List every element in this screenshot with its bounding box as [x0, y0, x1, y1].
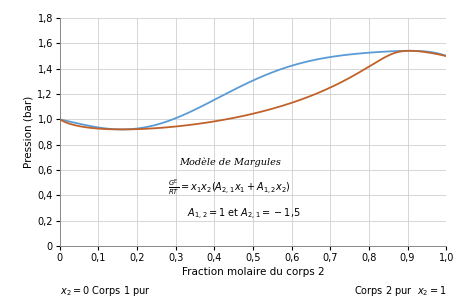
- Text: Corps 2 pur  $x_2 = 1$: Corps 2 pur $x_2 = 1$: [353, 284, 445, 298]
- Text: Modèle de Margules: Modèle de Margules: [179, 157, 281, 167]
- Text: $A_{1,2} = 1$ et $A_{2,1} = -1{,}5$: $A_{1,2} = 1$ et $A_{2,1} = -1{,}5$: [187, 207, 300, 222]
- Text: $\frac{\mathit{G}^\mathrm{E}}{\mathit{RT}} = x_1 x_2 (A_{2,1} x_1 + A_{1,2} x_2): $\frac{\mathit{G}^\mathrm{E}}{\mathit{RT…: [168, 178, 290, 197]
- X-axis label: Fraction molaire du corps 2: Fraction molaire du corps 2: [181, 267, 324, 277]
- Y-axis label: Pression (bar): Pression (bar): [23, 96, 33, 168]
- Text: $x_2 = 0$ Corps 1 pur: $x_2 = 0$ Corps 1 pur: [60, 284, 150, 298]
